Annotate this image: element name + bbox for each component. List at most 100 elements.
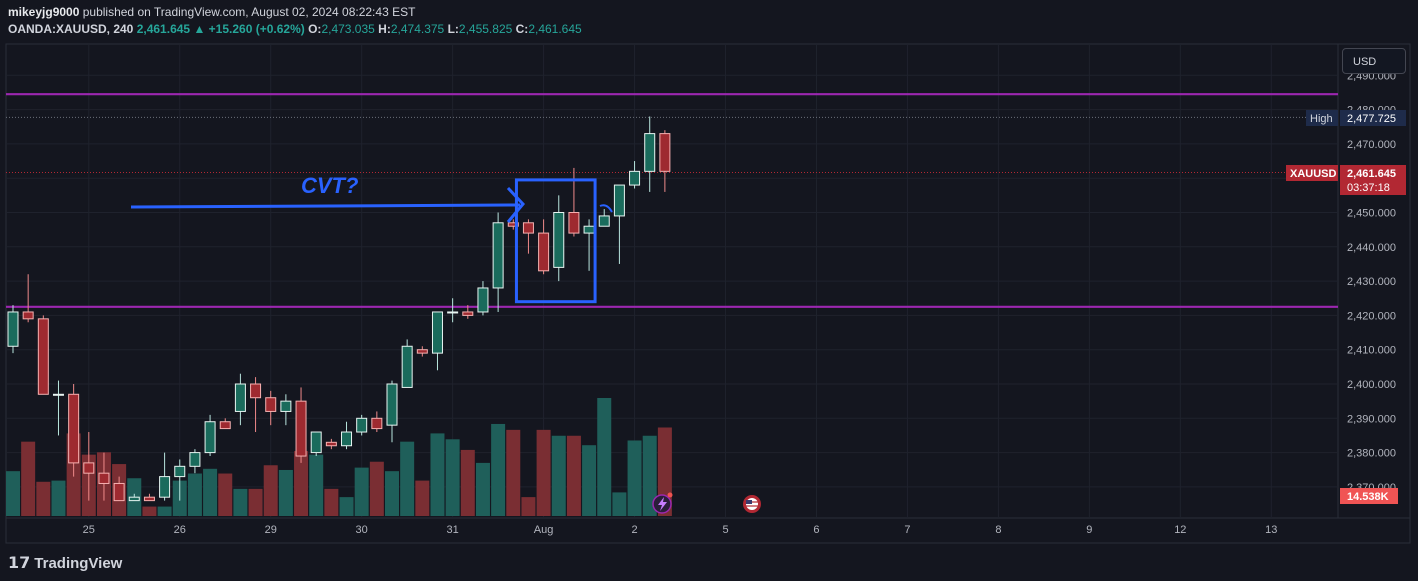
candle-body [386,383,398,426]
candle-body [462,311,474,316]
annotation-box[interactable] [514,178,597,304]
candle [629,161,641,189]
volume-bar [233,488,248,516]
volume-bar [612,492,627,516]
time-tick-label: 6 [813,524,819,536]
volume-tag-bg [1340,488,1398,504]
high-tag-bg [1306,110,1338,126]
candle-body [52,393,64,396]
volume-bar [278,469,293,516]
candle-body [7,311,19,347]
candle [522,219,534,254]
candle [7,305,19,354]
candle-body [265,397,277,412]
candle [295,387,307,463]
horizontal-levels[interactable] [6,93,1338,308]
candle [250,377,262,433]
ohlc-legend: OANDA:XAUUSD, 240 2,461.645 ▲ +15.260 (+… [8,22,582,36]
change-up-icon: ▲ [193,22,206,36]
candle [325,438,337,450]
candle [98,452,110,501]
annotation-text[interactable]: CVT? [301,173,358,198]
symbol-label[interactable]: OANDA:XAUUSD, 240 [8,22,134,36]
close-value: 2,461.645 [528,22,582,36]
candle-body [598,215,610,227]
volume-bar [36,481,51,516]
price-tick-label: 2,400.000 [1347,379,1396,391]
candle [538,219,550,275]
candle [204,414,216,457]
time-tick-label: 7 [904,524,910,536]
candle [416,346,428,357]
volume-bar [203,468,218,516]
candle-body [568,212,580,234]
volume-bar [157,506,172,516]
footer-brand[interactable]: 𝟭𝟳 TradingView [8,553,122,573]
annotation-arrow-line[interactable] [130,203,521,209]
candle-body [613,184,625,217]
candle-body [341,431,353,447]
price-tick-label: 2,390.000 [1347,413,1396,425]
volume-bar [339,497,354,516]
high-value-bg [1340,110,1406,126]
volume-bar [294,451,309,516]
candle-body [371,417,383,430]
candle [159,452,171,501]
candle-body [143,496,155,502]
author-name[interactable]: mikeyjg9000 [8,5,80,19]
close-key: C: [515,22,529,36]
last-price: 2,461.645 [136,22,191,36]
volume-bar [491,423,506,516]
volume-bar [445,439,460,516]
candle [401,339,413,388]
candle [143,493,155,502]
open-key: O: [308,22,322,36]
volume-bar [597,398,612,516]
time-axis-labels: 25 26 29 30 31 Aug 2 5 6 7 8 9 12 13 [83,524,1278,536]
price-tick-label: 2,440.000 [1347,242,1396,254]
candle [386,380,398,443]
candle-body [356,417,368,433]
candle-body [250,383,262,399]
candle-body [174,465,186,478]
volume-bar [400,441,415,516]
chart-frame [5,43,1411,544]
time-tick-label: 5 [722,524,728,536]
volume-bar [354,467,369,516]
candle-body [113,482,125,502]
annotation-arrow-head[interactable] [506,186,526,223]
candle-body [447,311,459,314]
low-value: 2,455.825 [458,22,513,36]
time-tick-label: 30 [356,524,368,536]
candle [462,305,474,319]
time-tick-label: 13 [1265,524,1277,536]
cvt-annotation[interactable]: CVT? [130,173,613,304]
time-tick-label: 12 [1174,524,1186,536]
candle [356,414,368,436]
currency-button[interactable]: USD [1342,48,1406,74]
candle [22,274,34,323]
volume-bar [187,473,202,516]
time-tick-label: 31 [447,524,459,536]
price-tick-label: 2,380.000 [1347,448,1396,460]
candle [189,449,201,474]
change-value: +15.260 (+0.62%) [208,22,305,36]
lightning-event-icon[interactable] [652,492,673,514]
time-tick-label: 9 [1086,524,1092,536]
us-flag-event-icon[interactable] [743,495,761,513]
candle [371,411,383,433]
tradingview-logo-icon: 𝟭𝟳 [8,555,31,572]
price-tick-label: 2,420.000 [1347,310,1396,322]
volume-bar [415,480,430,516]
candle-body [629,170,641,186]
high-tag-label: High [1310,113,1333,125]
volume-bar [21,441,36,516]
annotation-curve-mark[interactable] [599,204,613,213]
volume-bar [521,497,536,516]
volume-bar [263,465,278,516]
bar-countdown: 03:37:18 [1347,182,1390,194]
candles[interactable] [7,116,671,502]
candle [492,212,504,312]
candle-body [310,431,322,454]
